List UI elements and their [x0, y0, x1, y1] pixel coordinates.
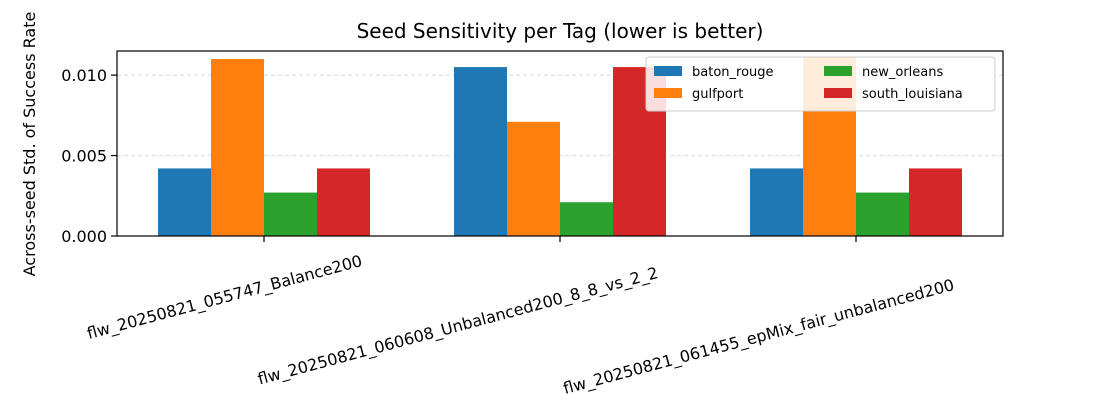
y-tick-label: 0.005 [61, 147, 107, 166]
bar-gulfport [507, 121, 560, 236]
y-axis: 0.000 0.005 0.010 [61, 66, 117, 246]
bar-new_orleans [560, 202, 613, 236]
bar-gulfport [211, 59, 264, 236]
legend-swatch-gulfport [654, 88, 682, 98]
legend-label-gulfport: gulfport [692, 87, 743, 102]
legend-box [645, 56, 996, 112]
bar-new_orleans [264, 192, 317, 236]
bar-south_louisiana [317, 168, 370, 236]
bar-south_louisiana [909, 168, 962, 236]
legend-swatch-new_orleans [824, 66, 852, 76]
bar-new_orleans [856, 192, 909, 236]
bar-baton_rouge [454, 67, 507, 236]
y-tick-label: 0.010 [61, 66, 107, 85]
legend-label-south_louisiana: south_louisiana [862, 87, 963, 102]
x-axis: flw_20250821_055747_Balance200 flw_202508… [85, 236, 956, 399]
y-tick-label: 0.000 [61, 227, 107, 246]
x-tick-label: flw_20250821_055747_Balance200 [85, 251, 365, 344]
legend-swatch-south_louisiana [824, 88, 852, 98]
bars [158, 57, 962, 236]
y-axis-label: Across-seed Std. of Success Rate [20, 12, 39, 277]
x-tick-label: flw_20250821_061455_epMix_fair_unbalance… [561, 275, 956, 399]
legend-label-baton_rouge: baton_rouge [692, 65, 774, 80]
bar-baton_rouge [750, 168, 803, 236]
legend: baton_rouge gulfport new_orleans south_loui… [645, 56, 996, 112]
bar-baton_rouge [158, 168, 211, 236]
legend-swatch-baton_rouge [654, 66, 682, 76]
legend-label-new_orleans: new_orleans [862, 65, 943, 80]
chart-title: Seed Sensitivity per Tag (lower is bette… [357, 19, 764, 43]
